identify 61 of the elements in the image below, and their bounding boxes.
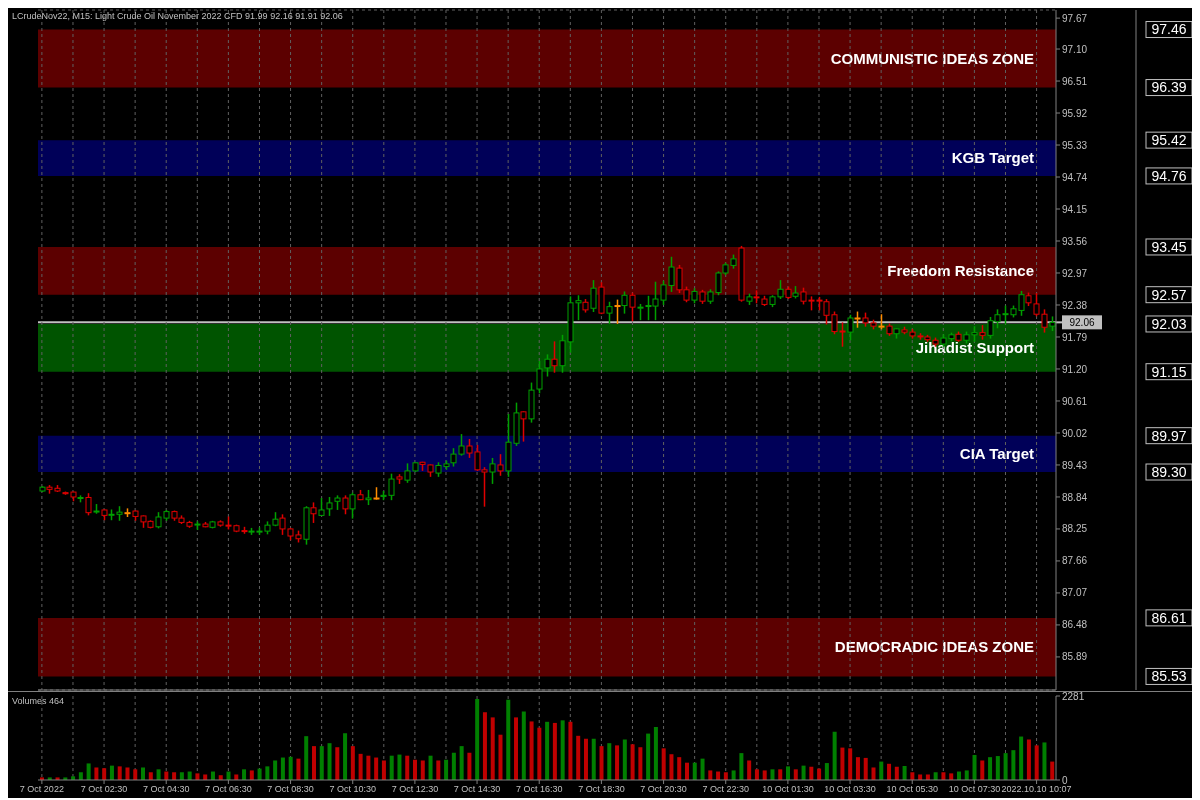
chart-title: LCrudeNov22, M15: Light Crude Oil November 2022 CFD 91.99 92.16 91.91 92.06 [12, 11, 343, 21]
x-tick-label: 7 Oct 10:30 [329, 784, 376, 795]
x-tick-label: 10 Oct 05:30 [886, 784, 939, 795]
y-tick-label: 92.38 [1062, 299, 1088, 311]
y-tick-label: 97.10 [1062, 43, 1088, 55]
x-tick-label: 7 Oct 02:30 [80, 784, 128, 795]
x-tick-label: 7 Oct 12:30 [391, 784, 439, 795]
band-label: KGB Target [951, 149, 1034, 167]
y2-tick-label: 91.15 [1151, 363, 1187, 380]
chart-title: Volumes 464 [12, 696, 65, 706]
band-label: Freedom Resistance [887, 262, 1034, 280]
x-tick-label: 7 Oct 22:30 [702, 784, 749, 795]
x-tick-label: 7 Oct 06:30 [205, 784, 252, 795]
y2-tick-label: 96.39 [1151, 79, 1187, 96]
band-label: DEMOCRADIC IDEAS ZONE [834, 638, 1034, 656]
x-tick-label: 7 Oct 18:30 [578, 784, 625, 795]
y-tick-label: 2281 [1062, 690, 1085, 702]
y-tick-label: 95.33 [1062, 139, 1088, 151]
y-tick-label: 96.51 [1062, 75, 1088, 87]
y-tick-label: 89.43 [1062, 459, 1088, 471]
ref-line-label: 92.06 [1069, 316, 1095, 328]
y2-tick-label: 93.45 [1151, 238, 1187, 255]
y2-tick-label: 95.42 [1151, 132, 1187, 149]
x-tick-label: 10 Oct 01:30 [762, 784, 814, 795]
x-tick-label: 10 Oct 07:30 [948, 784, 1001, 795]
x-tick-label: 10 Oct 03:30 [824, 784, 876, 795]
band-label: Jihadist Support [915, 339, 1034, 357]
y-tick-label: 87.66 [1062, 555, 1088, 567]
y2-tick-label: 92.57 [1151, 286, 1187, 303]
band-label: CIA Target [959, 445, 1034, 463]
y2-tick-label: 85.53 [1151, 668, 1187, 685]
band-label: COMMUNISTIC IDEAS ZONE [830, 49, 1034, 67]
x-tick-label: 7 Oct 08:30 [267, 784, 314, 795]
y-tick-label: 93.56 [1062, 235, 1088, 247]
x-tick-label: 7 Oct 2022 [19, 784, 64, 795]
y-tick-label: 86.48 [1062, 619, 1088, 631]
y-tick-label: 94.15 [1062, 203, 1088, 215]
y-tick-label: 88.25 [1062, 523, 1088, 535]
y-tick-label: 88.84 [1062, 491, 1088, 503]
y2-tick-label: 94.76 [1151, 167, 1187, 184]
y2-tick-label: 89.97 [1151, 427, 1187, 444]
y-tick-label: 90.02 [1062, 427, 1088, 439]
y2-tick-label: 92.03 [1151, 315, 1187, 332]
y2-tick-label: 86.61 [1151, 609, 1187, 626]
x-tick-label: 7 Oct 16:30 [515, 784, 563, 795]
y-tick-label: 87.07 [1062, 587, 1088, 599]
x-tick-label: 7 Oct 20:30 [640, 784, 687, 795]
y2-tick-label: 97.46 [1151, 21, 1187, 38]
y-tick-label: 95.92 [1062, 107, 1088, 119]
x-tick-label: 7 Oct 14:30 [453, 784, 501, 795]
y-tick-label: 0 [1062, 774, 1068, 786]
y-tick-label: 91.79 [1062, 331, 1088, 343]
y-tick-label: 85.89 [1062, 651, 1088, 663]
y-tick-label: 90.61 [1062, 395, 1088, 407]
y-tick-label: 91.20 [1062, 363, 1088, 375]
x-tick-label: 7 Oct 04:30 [142, 784, 190, 795]
y-tick-label: 92.97 [1062, 267, 1088, 279]
y2-tick-label: 89.30 [1151, 463, 1187, 480]
x-tick-label: 2022.10.10 10:07 [1001, 784, 1072, 795]
y-tick-label: 94.74 [1062, 171, 1088, 183]
y-tick-label: 97.67 [1062, 12, 1088, 24]
